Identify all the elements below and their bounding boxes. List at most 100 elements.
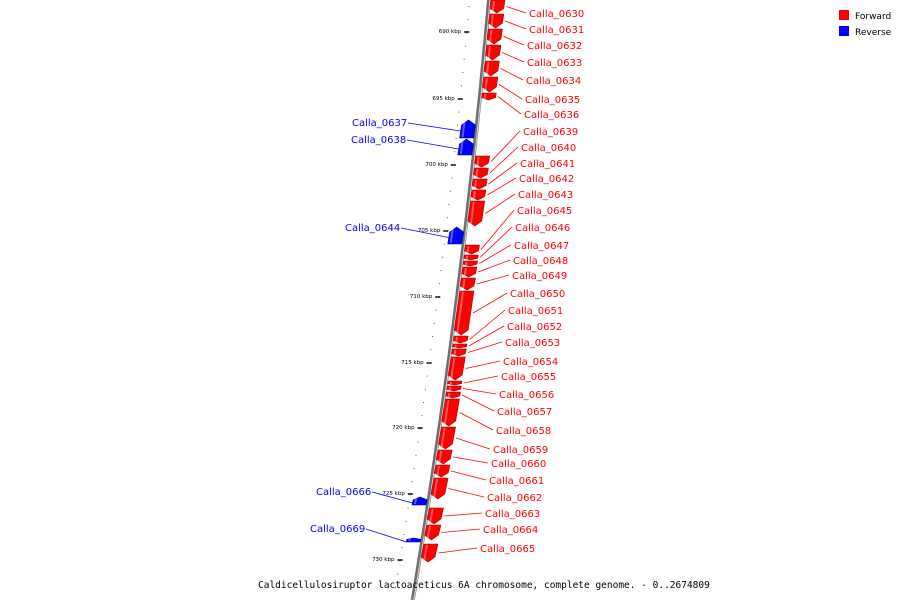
gene-arrow-shade — [485, 61, 490, 76]
gene-arrow-shade — [453, 349, 457, 356]
gene-arrow-shade — [484, 77, 488, 92]
axis-minor-tick — [407, 507, 409, 509]
axis-minor-tick — [454, 151, 456, 153]
gene-label: Calla_0666 — [316, 487, 371, 498]
gene-label: Calla_0653 — [505, 338, 560, 349]
leader-line — [502, 52, 525, 63]
leader-line — [438, 547, 478, 554]
gene-label: Calla_0664 — [483, 525, 538, 536]
gene-label: Calla_0646 — [515, 223, 570, 234]
axis-minor-tick — [399, 560, 401, 562]
axis-minor-tick — [433, 322, 435, 324]
leader-line — [498, 84, 523, 100]
gene-arrow-calla-0653 — [451, 348, 467, 357]
gene-arrow-calla-0651 — [452, 335, 469, 344]
leader-line — [407, 122, 461, 132]
leader-line — [500, 68, 524, 81]
map-caption: Caldicellulosiruptor lactoaceticus 6A ch… — [258, 580, 710, 591]
leader-line — [487, 177, 517, 196]
leader-line — [461, 394, 495, 412]
gene-label: Calla_0630 — [529, 9, 584, 20]
axis-minor-tick — [455, 138, 457, 139]
axis-tick-label: 710 kbp — [410, 294, 433, 300]
axis-minor-tick — [461, 85, 463, 87]
gene-label: Calla_0663 — [485, 509, 540, 520]
gene-arrow-shade — [461, 120, 466, 138]
gene-features — [405, 0, 506, 563]
axis-minor-tick — [468, 6, 470, 7]
axis-minor-tick — [446, 217, 448, 219]
axis-tick-label: 690 kbp — [439, 29, 462, 35]
gene-label: Calla_0642 — [519, 174, 574, 185]
axis-minor-tick — [437, 296, 439, 298]
gene-arrow-shade — [449, 227, 454, 244]
gene-label: Calla_0660 — [491, 459, 546, 470]
leader-line — [480, 209, 515, 250]
gene-arrow-shade — [472, 190, 476, 200]
leader-line — [489, 146, 519, 174]
gene-arrow-calla-0639 — [474, 155, 491, 168]
gene-arrow-shade — [443, 399, 450, 426]
gene-arrow-calla-0665 — [420, 543, 439, 563]
leader-line — [455, 437, 491, 450]
gene-arrow-shade — [408, 538, 411, 542]
gene-arrow-calla-0662 — [430, 477, 449, 500]
axis-minor-tick — [405, 520, 407, 522]
leader-line — [468, 325, 505, 347]
axis-minor-tick — [463, 58, 465, 60]
gene-arrow-shade — [432, 478, 439, 499]
gene-label: Calla_0651 — [508, 306, 563, 317]
axis-minor-tick — [449, 190, 451, 192]
leader-line — [444, 512, 483, 517]
gene-arrow-calla-0666 — [411, 496, 428, 506]
gene-arrow-shade — [459, 139, 464, 155]
axis-minor-tick — [419, 428, 421, 430]
leader-line — [503, 36, 525, 46]
gene-arrow-calla-0637 — [459, 119, 476, 139]
gene-arrow-calla-0657 — [445, 391, 461, 399]
axis-tick-label: 695 kbp — [432, 96, 455, 102]
axis-minor-tick — [413, 468, 415, 469]
gene-label: Calla_0648 — [513, 256, 568, 267]
axis-minor-tick — [438, 283, 440, 285]
axis-minor-tick — [397, 573, 399, 575]
gene-arrow-shade — [414, 497, 418, 505]
axis-tick-label: 700 kbp — [425, 162, 448, 168]
gene-arrow-shade — [465, 255, 469, 260]
gene-arrow-calla-0650 — [453, 290, 475, 336]
axis-minor-tick — [457, 124, 459, 126]
gene-arrow-shade — [456, 291, 464, 335]
gene-arrow-calla-0656 — [446, 385, 462, 392]
gene-arrow-calla-0669 — [405, 537, 422, 543]
gene-arrow-calla-0634 — [483, 60, 500, 77]
gene-arrow-calla-0638 — [457, 138, 474, 156]
gene-label: Calla_0634 — [526, 76, 581, 87]
leader-line — [506, 6, 527, 14]
gene-arrow-calla-0635 — [482, 76, 499, 93]
leader-line — [504, 20, 527, 30]
axis-minor-tick — [424, 388, 426, 390]
chromosome-backbone — [410, 0, 491, 600]
axis-minor-tick — [401, 547, 403, 549]
gene-arrow-calla-0655 — [447, 380, 463, 386]
gene-arrow-calla-0660 — [435, 449, 453, 465]
leader-line — [467, 341, 503, 353]
backbone-highlight — [413, 0, 491, 600]
leader-line — [490, 130, 521, 162]
axis-minor-tick — [466, 32, 468, 34]
axis-minor-tick — [435, 309, 437, 311]
leader-line — [497, 96, 522, 115]
gene-arrow-calla-0661 — [433, 464, 451, 478]
gene-arrow-calla-0643 — [467, 200, 486, 227]
gene-label: Calla_0632 — [527, 41, 582, 52]
leader-line — [476, 274, 510, 285]
axis-minor-tick — [462, 72, 464, 73]
axis-minor-tick — [423, 402, 425, 403]
gene-label: Calla_0643 — [518, 190, 573, 201]
axis-minor-tick — [464, 45, 466, 47]
gene-arrow-calla-0641 — [471, 178, 488, 190]
leader-line — [462, 388, 497, 395]
gene-arrow-calla-0647 — [462, 260, 478, 267]
gene-arrow-shade — [447, 392, 451, 398]
